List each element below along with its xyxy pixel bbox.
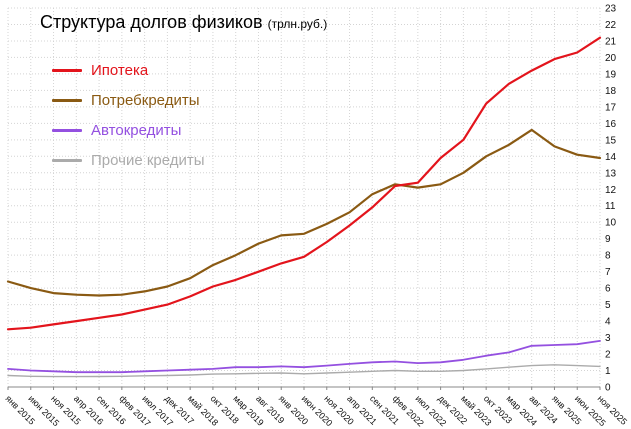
legend-line-swatch-avtokredity — [52, 129, 82, 132]
y-tick-label: 10 — [605, 218, 617, 229]
y-tick-label: 12 — [605, 185, 617, 196]
y-tick-label: 13 — [605, 168, 617, 179]
chart-title-units: (трлн.руб.) — [267, 17, 328, 31]
series-line-3 — [7, 364, 601, 378]
series-line-1 — [6, 128, 602, 297]
y-tick-label: 1 — [605, 366, 611, 377]
y-tick-label: 8 — [605, 251, 611, 262]
legend-label-potrebkredity: Потребкредиты — [91, 92, 200, 109]
y-tick-label: 18 — [605, 86, 617, 97]
y-tick-label: 9 — [605, 234, 611, 245]
y-tick-label: 7 — [605, 267, 611, 278]
x-axis — [7, 386, 601, 390]
y-tick-label: 2 — [605, 350, 611, 361]
series-line-0 — [6, 36, 602, 331]
legend-line-swatch-ipoteka — [52, 69, 82, 72]
y-tick-label: 3 — [605, 333, 611, 344]
y-tick-label: 11 — [605, 201, 616, 212]
legend-label-ipoteka: Ипотека — [91, 62, 149, 79]
y-tick-label: 4 — [605, 317, 611, 328]
y-tick-label: 16 — [605, 119, 617, 130]
y-tick-label: 20 — [605, 53, 617, 64]
y-tick-label: 19 — [605, 69, 617, 80]
y-tick-label: 22 — [605, 20, 617, 31]
y-tick-label: 15 — [605, 135, 617, 146]
legend-label-avtokredity: Автокредиты — [91, 122, 182, 139]
y-tick-label: 23 — [605, 4, 617, 15]
legend-item-ipoteka: Ипотека — [52, 62, 205, 79]
legend-line-swatch-potrebkredity — [52, 99, 82, 102]
y-tick-label: 5 — [605, 300, 611, 311]
legend-label-prochie-kredity: Прочие кредиты — [91, 152, 205, 169]
legend-item-avtokredity: Автокредиты — [52, 122, 205, 139]
legend-item-potrebkredity: Потребкредиты — [52, 92, 205, 109]
legend: Ипотека Потребкредиты Автокредиты Прочие… — [52, 62, 205, 169]
y-tick-label: 6 — [605, 284, 611, 295]
gridlines — [7, 7, 601, 388]
y-tick-label: 14 — [605, 152, 617, 163]
series-line-2 — [7, 339, 601, 374]
y-tick-label: 21 — [605, 36, 617, 47]
y-tick-label: 17 — [605, 102, 617, 113]
series-lines — [6, 36, 602, 378]
legend-item-prochie-kredity: Прочие кредиты — [52, 152, 205, 169]
y-tick-label: 0 — [605, 383, 611, 394]
chart-title-text: Структура долгов физиков — [40, 12, 263, 32]
legend-line-swatch-prochie-kredity — [52, 159, 82, 162]
chart-title: Структура долгов физиков (трлн.руб.) — [40, 12, 327, 33]
